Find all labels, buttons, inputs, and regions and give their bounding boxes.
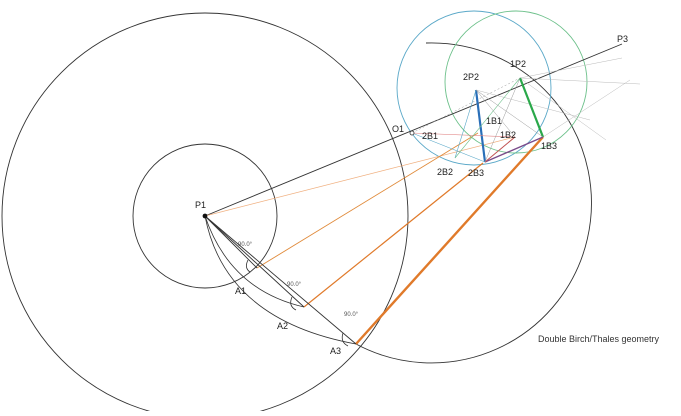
label-2b3: 2B3 <box>468 168 484 178</box>
radius-p1-a2 <box>204 215 305 308</box>
outer-circle-p1 <box>1 12 409 416</box>
angle-label-a3: 90.0° <box>344 312 359 318</box>
construction-line <box>475 89 591 121</box>
light-segment <box>484 77 521 163</box>
angle-mark-a1 <box>246 259 251 273</box>
line-a3-1b3 <box>355 136 544 345</box>
construction-line <box>542 79 631 138</box>
light-segment <box>475 89 516 138</box>
blue-segment-2p2-2b3 <box>474 89 487 163</box>
angle-label-a2: 90.0° <box>287 282 302 288</box>
angle-mark-a2 <box>290 296 297 311</box>
circle-1p2 <box>444 10 588 154</box>
label-p1: P1 <box>195 200 206 210</box>
outer-arc-right <box>355 42 592 364</box>
light-segment <box>475 89 544 138</box>
light-segment <box>454 77 521 159</box>
label-a3: A3 <box>330 346 341 356</box>
label-a2: A2 <box>277 321 288 331</box>
axis-line-p1-p3 <box>204 43 623 217</box>
label-1b3: 1B3 <box>541 141 557 151</box>
light-segment <box>411 132 516 138</box>
angle-mark-a3 <box>341 332 349 347</box>
red-segment <box>484 136 516 163</box>
construction-line <box>411 77 521 134</box>
light-segment <box>454 89 477 159</box>
inner-circle-p1 <box>132 143 278 289</box>
label-1p2: 1P2 <box>510 59 526 69</box>
label-2p2: 2P2 <box>463 72 479 82</box>
label-p3: P3 <box>617 34 628 44</box>
light-segment <box>411 132 486 163</box>
diagram-caption: Double Birch/Thales geometry <box>538 334 660 344</box>
angle-label-a1: 90.0° <box>238 242 253 248</box>
purple-segment <box>484 136 544 163</box>
label-a1: A1 <box>235 286 246 296</box>
arc-p1-a3 <box>204 215 357 345</box>
green-segment-1p2-1b3 <box>518 77 545 138</box>
label-1b1: 1B1 <box>486 116 502 126</box>
circle-2p2 <box>396 10 552 166</box>
line-a2-2b3 <box>303 162 484 308</box>
construction-line <box>519 77 641 85</box>
radius-p1-a1 <box>204 215 258 269</box>
ray-p1-1b2 <box>204 136 516 217</box>
label-o1: O1 <box>392 124 404 134</box>
point-o1 <box>409 130 415 136</box>
radius-p1-a3 <box>204 215 357 345</box>
construction-line <box>519 77 607 141</box>
construction-line <box>519 57 623 79</box>
arc-p1-a2 <box>204 215 305 308</box>
label-1b2: 1B2 <box>500 130 516 140</box>
ray-a1-2b1 <box>256 132 479 269</box>
point-p1 <box>202 213 208 219</box>
label-2b1: 2B1 <box>422 131 438 141</box>
label-2b2: 2B2 <box>437 167 453 177</box>
